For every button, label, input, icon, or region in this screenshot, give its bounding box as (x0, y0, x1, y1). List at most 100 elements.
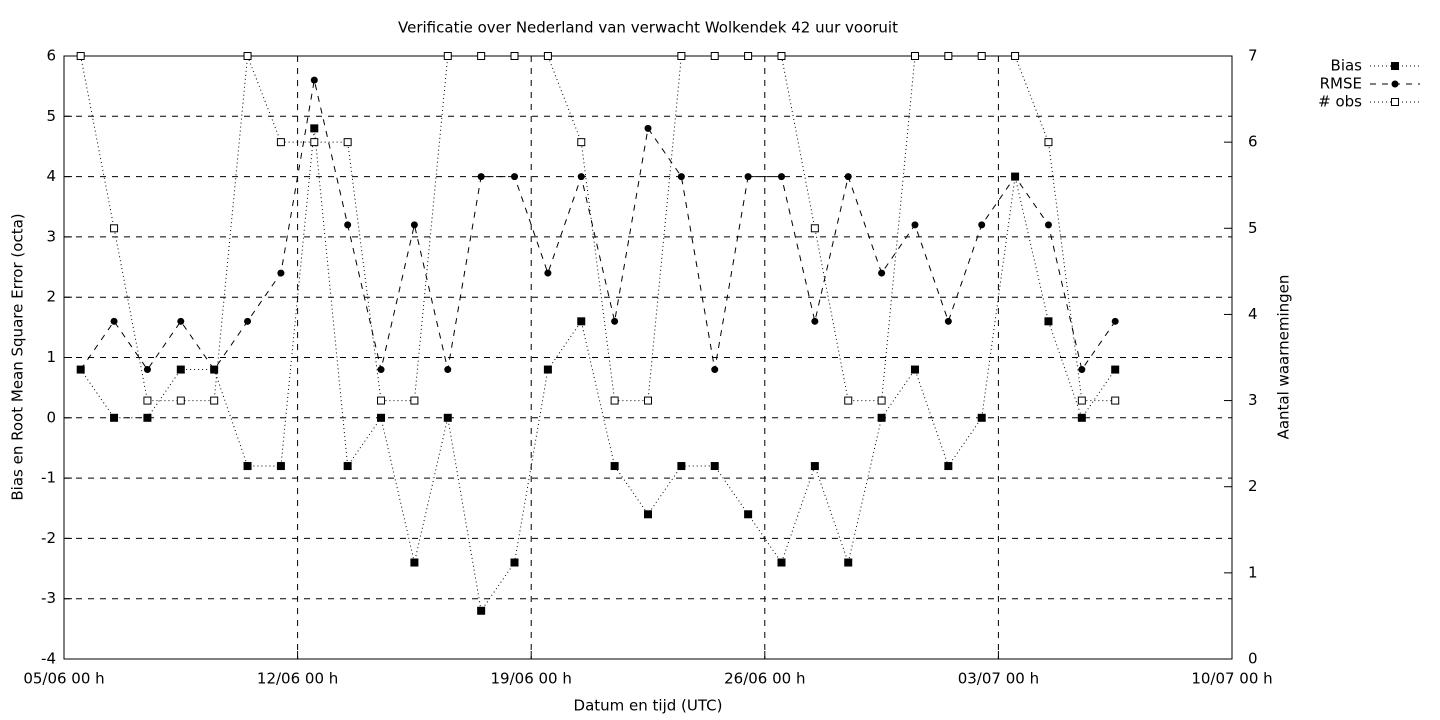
legend-marker (1391, 62, 1399, 70)
data-point (343, 462, 352, 471)
data-point (377, 413, 386, 422)
x-tick-label: 12/06 00 h (257, 670, 338, 688)
x-tick-label: 19/06 00 h (491, 670, 572, 688)
data-point (410, 396, 419, 405)
data-point (911, 221, 919, 229)
data-point (577, 317, 586, 326)
data-point (410, 221, 418, 229)
data-point (710, 52, 719, 60)
data-point (644, 510, 652, 519)
data-point (810, 224, 819, 233)
data-point (810, 462, 819, 471)
data-point (844, 396, 853, 405)
data-point (77, 366, 85, 374)
x-tick-label: 03/07 00 h (958, 670, 1039, 688)
data-point (978, 221, 986, 229)
data-point (543, 365, 552, 374)
data-point (443, 413, 452, 422)
data-point (677, 462, 686, 471)
data-point (611, 317, 619, 325)
data-point (977, 52, 986, 60)
data-point (944, 52, 953, 60)
data-point (844, 558, 853, 567)
series-line (80, 80, 1116, 371)
y2-tick-label: 5 (1248, 219, 1258, 237)
data-point (210, 396, 219, 405)
data-point (543, 52, 552, 60)
data-point (544, 269, 552, 277)
data-point (143, 396, 152, 405)
data-point (677, 173, 685, 181)
data-point (510, 558, 519, 567)
data-point (777, 173, 785, 181)
y-tick-label: -4 (41, 650, 56, 668)
data-point (777, 52, 786, 60)
data-point (1077, 413, 1086, 422)
data-point (243, 52, 252, 60)
legend-label: RMSE (1320, 75, 1362, 93)
legend-label: Bias (1331, 57, 1363, 75)
data-point (844, 173, 852, 181)
legend-marker (1391, 80, 1399, 88)
data-point (744, 52, 753, 60)
x-tick-label: 05/06 00 h (23, 670, 104, 688)
data-point (610, 462, 619, 471)
data-point (1044, 221, 1052, 229)
y-axis-label: Bias en Root Mean Square Error (octa) (9, 213, 27, 500)
data-point (277, 269, 285, 277)
plot-frame (63, 55, 1233, 660)
y-tick-label: 0 (46, 408, 56, 426)
y2-axis-label: Aantal waarnemingen (1275, 275, 1293, 440)
y-tick-label: 1 (46, 348, 56, 366)
y-tick-label: 2 (46, 288, 56, 306)
data-point (443, 52, 452, 60)
data-point (243, 462, 252, 471)
data-point (877, 413, 886, 422)
y2-tick-label: 6 (1248, 133, 1258, 151)
x-tick-label: 10/07 00 h (1191, 670, 1272, 688)
data-point (110, 413, 119, 422)
legend-label: # obs (1318, 93, 1362, 111)
data-point (644, 396, 652, 405)
data-point (744, 510, 753, 519)
x-axis-label: Datum en tijd (UTC) (574, 697, 723, 715)
data-point (310, 124, 319, 133)
y2-tick-label: 7 (1248, 47, 1258, 65)
data-point (477, 173, 485, 181)
data-point (577, 138, 586, 147)
data-point (777, 558, 786, 567)
data-point (76, 52, 85, 60)
x-tick-label: 26/06 00 h (724, 670, 805, 688)
data-point (244, 317, 252, 325)
data-point (1111, 317, 1119, 325)
y-tick-label: 3 (46, 227, 56, 245)
data-point (176, 396, 185, 405)
data-point (176, 365, 185, 374)
y-tick-label: 5 (46, 107, 56, 125)
data-point (977, 413, 986, 422)
data-point (210, 366, 218, 374)
data-point (477, 52, 486, 60)
data-point (1044, 138, 1053, 147)
data-point (344, 221, 352, 229)
data-point (377, 396, 386, 405)
data-point (677, 52, 686, 60)
data-point (1011, 52, 1020, 60)
data-point (377, 366, 385, 374)
data-point (110, 224, 119, 233)
y2-tick-label: 3 (1248, 391, 1258, 409)
data-point (343, 138, 352, 147)
data-point (710, 462, 719, 471)
data-point (143, 366, 151, 374)
y-tick-label: -3 (41, 589, 56, 607)
data-point (276, 462, 285, 471)
series-line (80, 55, 1116, 402)
data-point (310, 76, 318, 84)
y-tick-label: 6 (46, 47, 56, 65)
data-point (444, 366, 452, 374)
data-point (711, 366, 719, 374)
y2-tick-label: 2 (1248, 477, 1258, 495)
data-point (477, 606, 486, 615)
data-point (276, 138, 285, 147)
